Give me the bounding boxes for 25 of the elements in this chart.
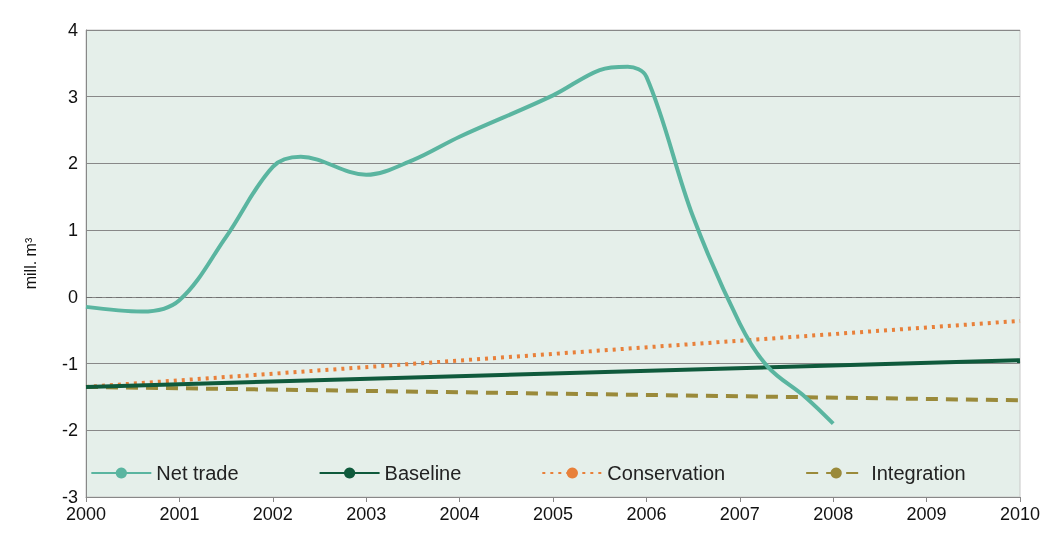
x-tick-label: 2006 bbox=[626, 504, 667, 524]
y-tick-label: 3 bbox=[67, 86, 78, 107]
y-tick-label: 1 bbox=[67, 220, 78, 241]
legend-label: Net trade bbox=[156, 462, 239, 484]
x-tick-label: 2005 bbox=[532, 504, 574, 524]
legend-label: Baseline bbox=[384, 462, 462, 484]
legend-label: Integration bbox=[871, 462, 966, 484]
line-series bbox=[84, 64, 836, 426]
x-tick-label: 2002 bbox=[252, 504, 293, 524]
legend-label: Conservation bbox=[607, 462, 726, 484]
y-axis-title: mill. m³ bbox=[21, 237, 39, 290]
x-tick-label: 2004 bbox=[439, 504, 480, 524]
y-tick-label: -2 bbox=[61, 420, 78, 441]
x-tick-label: 2003 bbox=[346, 504, 387, 524]
x-tick-label: 2009 bbox=[906, 504, 947, 524]
x-tick-label: 2008 bbox=[813, 504, 854, 524]
x-tick-label: 2000 bbox=[65, 504, 107, 524]
y-tick-label: -3 bbox=[61, 487, 78, 507]
y-tick-label: 2 bbox=[67, 153, 78, 174]
x-tick-label: 2001 bbox=[159, 504, 200, 524]
y-tick-label: -1 bbox=[61, 353, 78, 374]
x-tick-label: 2007 bbox=[719, 504, 760, 524]
x-tick-label: 2010 bbox=[999, 504, 1041, 524]
y-tick-label: 0 bbox=[67, 286, 78, 307]
y-tick-label: 4 bbox=[67, 20, 78, 40]
